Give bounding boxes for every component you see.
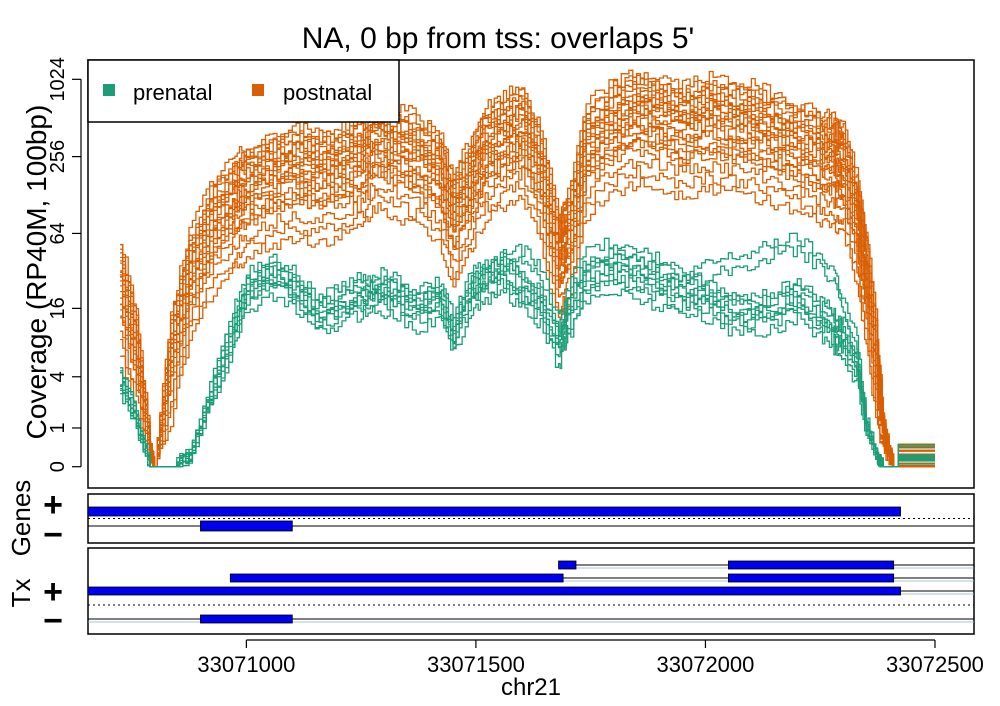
tx-track-label: Tx [6, 579, 36, 608]
coverage-series-prenatal-28 [120, 288, 935, 468]
x-tick-label: 33071500 [427, 652, 525, 677]
coverage-series-prenatal-33 [120, 232, 935, 468]
coverage-series-postnatal-23 [120, 177, 935, 468]
tx-minus-strand-label: − [43, 602, 63, 640]
tx-track: Tx + − [6, 547, 975, 640]
tx-exon-1-1 [727, 573, 895, 583]
coverage-series-postnatal-22 [120, 96, 935, 468]
x-tick-label: 33072500 [886, 652, 984, 677]
coverage-series-postnatal-15 [120, 164, 935, 468]
y-tick-label: 256 [47, 140, 69, 173]
coverage-lines [120, 69, 935, 468]
coverage-series-postnatal-20 [120, 78, 935, 468]
coverage-series-prenatal-30 [120, 273, 935, 468]
legend-box [87, 59, 400, 123]
tx-exon-3-0 [200, 614, 293, 624]
coverage-series-prenatal-29 [120, 262, 935, 468]
tx-exon-1-0 [229, 573, 564, 583]
tx-exon-2-0 [87, 586, 901, 596]
genes-track-label: Genes [6, 480, 36, 557]
y-tick-label: 1 [47, 422, 69, 433]
tx-exon-0-0 [558, 560, 577, 570]
chart-title: NA, 0 bp from tss: overlaps 5' [302, 22, 695, 55]
legend-label-prenatal: prenatal [133, 80, 213, 105]
x-axis-label: chr21 [501, 674, 561, 701]
coverage-series-prenatal-32 [120, 245, 935, 468]
coverage-series-postnatal-14 [120, 158, 935, 468]
genes-minus-strand-label: − [43, 516, 63, 554]
legend-label-postnatal: postnatal [283, 80, 372, 105]
x-axis: 33071000 33071500 33072000 33072500 [197, 639, 984, 677]
y-tick-label: 0 [47, 461, 69, 472]
coverage-series-postnatal-21 [120, 138, 935, 468]
legend-swatch-postnatal [252, 84, 264, 96]
tx-exon-0-1 [727, 560, 895, 570]
coverage-series-postnatal-17 [120, 110, 935, 468]
y-tick-label: 16 [47, 297, 69, 319]
coverage-series-postnatal-19 [120, 122, 935, 468]
coverage-series-postnatal-13 [120, 69, 935, 468]
genes-features [87, 506, 974, 532]
legend: prenatal postnatal [87, 59, 400, 123]
coverage-panel-frame [87, 59, 975, 489]
coverage-series-postnatal-16 [120, 101, 935, 468]
tx-features [87, 560, 974, 624]
coverage-series-prenatal-31 [120, 253, 935, 468]
genes-track: Genes + − [6, 480, 975, 557]
x-tick-label: 33072000 [657, 652, 755, 677]
y-tick-label: 4 [47, 371, 69, 382]
legend-swatch-prenatal [103, 84, 115, 96]
x-tick-label: 33071000 [197, 652, 295, 677]
y-axis: 0 1 4 16 64 256 1024 [47, 57, 82, 472]
y-tick-label: 1024 [47, 57, 69, 102]
y-axis-label: Coverage (RP40M, 100bp) [21, 105, 52, 440]
coverage-series-postnatal-8 [120, 114, 935, 468]
coverage-series-postnatal-18 [120, 90, 935, 468]
genes-plus-strand-label: + [43, 486, 63, 524]
coverage-panel: 0 1 4 16 64 256 1024 Coverage (RP40M, 100bp) p… [21, 57, 975, 489]
tx-plus-strand-label: + [43, 573, 63, 611]
gene-minus-feature-0 [200, 520, 293, 532]
y-tick-label: 64 [47, 222, 69, 244]
gene-plus-feature-0 [87, 506, 901, 517]
